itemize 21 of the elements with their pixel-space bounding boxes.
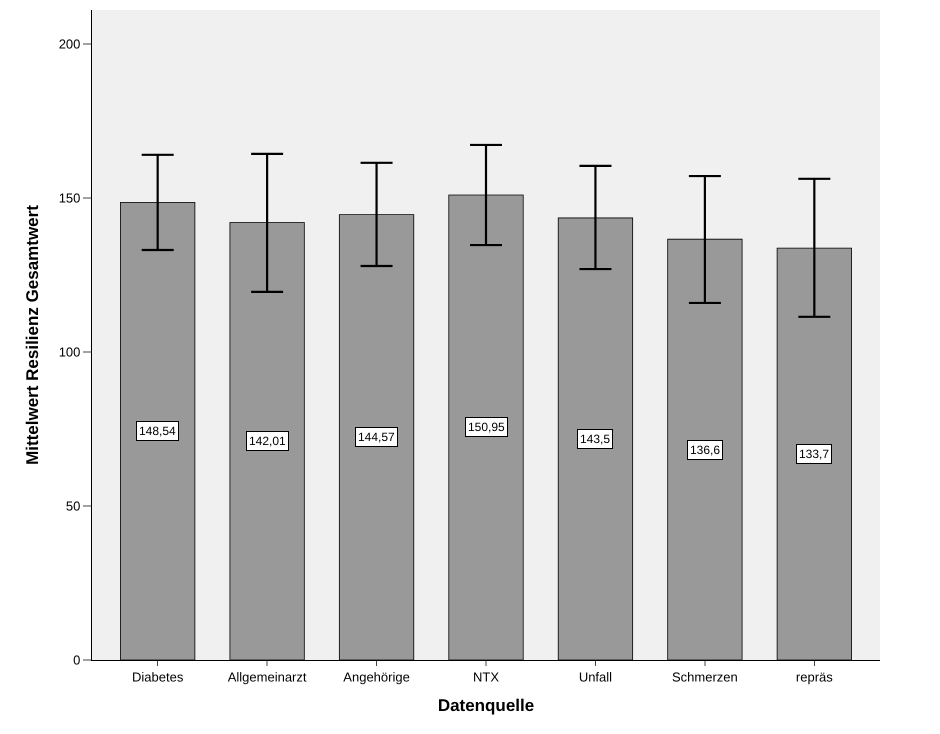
x-tick-label: NTX bbox=[473, 670, 500, 685]
data-label: 142,01 bbox=[249, 434, 286, 448]
data-label: 148,54 bbox=[139, 424, 176, 438]
x-tick-label: Schmerzen bbox=[672, 670, 738, 685]
x-axis-title: Datenquelle bbox=[438, 696, 534, 715]
y-tick-label: 50 bbox=[66, 498, 80, 514]
x-tick-label: repräs bbox=[796, 670, 834, 685]
data-label: 144,57 bbox=[358, 430, 396, 444]
x-tick-label: Unfall bbox=[578, 670, 612, 685]
data-label: 150,95 bbox=[468, 420, 506, 434]
data-label: 143,5 bbox=[580, 432, 610, 446]
y-axis-title: Mittelwert Resilienz Gesamtwert bbox=[23, 204, 42, 465]
y-tick-label: 0 bbox=[73, 652, 80, 668]
y-tick-label: 100 bbox=[58, 344, 80, 360]
y-tick-label: 150 bbox=[58, 190, 80, 206]
data-label: 136,6 bbox=[690, 443, 720, 457]
x-tick-label: Diabetes bbox=[132, 670, 184, 685]
y-tick-label: 200 bbox=[58, 36, 80, 52]
data-label: 133,7 bbox=[799, 447, 830, 461]
x-tick-label: Angehörige bbox=[343, 670, 410, 685]
x-tick-label: Allgemeinarzt bbox=[228, 670, 307, 685]
